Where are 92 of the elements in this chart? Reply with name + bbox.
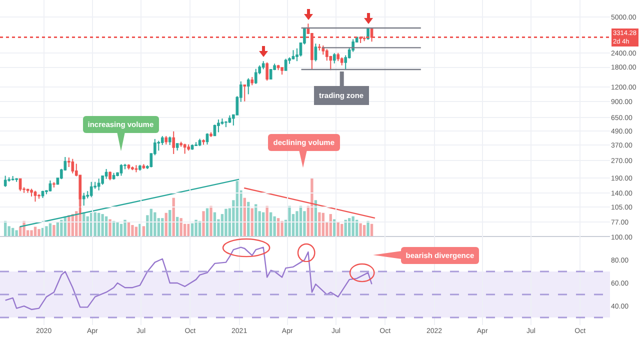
- candlestick: [34, 190, 37, 202]
- candlestick: [97, 178, 100, 191]
- candlestick: [266, 62, 268, 82]
- candlestick: [90, 181, 93, 198]
- bar: [52, 225, 56, 236]
- candlestick: [198, 138, 202, 147]
- candlestick: [206, 132, 209, 146]
- bar: [101, 214, 104, 236]
- bar: [362, 225, 366, 236]
- bar: [56, 222, 60, 236]
- candlestick: [108, 171, 112, 181]
- bar: [131, 225, 134, 236]
- candlestick: [15, 178, 18, 182]
- candlestick: [157, 140, 160, 152]
- candlestick: [332, 52, 336, 64]
- candlestick: [71, 158, 74, 174]
- candlestick: [52, 182, 56, 188]
- candlestick: [246, 78, 250, 95]
- bar: [48, 223, 52, 236]
- bar: [352, 216, 354, 236]
- bar: [124, 220, 126, 236]
- candlestick: [120, 164, 123, 176]
- candlestick: [134, 164, 138, 173]
- candlestick: [194, 142, 198, 146]
- candlestick: [26, 188, 30, 194]
- bar: [250, 208, 254, 236]
- candlestick: [314, 43, 318, 62]
- bar: [45, 226, 48, 236]
- bar: [318, 212, 321, 236]
- candlestick: [202, 138, 205, 146]
- candlestick: [254, 68, 258, 85]
- candlestick: [38, 194, 40, 200]
- candlestick: [340, 56, 344, 66]
- candlestick: [172, 130, 176, 155]
- bar: [127, 222, 130, 236]
- candlestick: [176, 142, 179, 152]
- bar: [60, 220, 63, 236]
- bar: [11, 228, 14, 236]
- bar: [340, 224, 344, 236]
- candlestick: [82, 192, 86, 206]
- bar: [273, 216, 276, 236]
- bar: [210, 206, 212, 236]
- bar: [15, 230, 18, 236]
- candlestick: [276, 64, 280, 71]
- candlestick: [127, 164, 130, 170]
- candlestick: [187, 144, 190, 152]
- bar: [206, 208, 209, 236]
- bar: [366, 220, 370, 236]
- bar: [38, 229, 40, 236]
- candlestick: [183, 143, 186, 154]
- candlestick: [48, 180, 52, 192]
- bar: [150, 208, 152, 236]
- bar: [190, 223, 194, 236]
- candlestick: [138, 164, 142, 172]
- bar: [120, 224, 123, 236]
- bar: [266, 206, 268, 236]
- bar: [224, 208, 228, 236]
- candlestick: [142, 164, 146, 170]
- bar: [310, 178, 314, 236]
- candlestick: [243, 84, 246, 102]
- candlestick: [318, 43, 321, 52]
- bar: [30, 230, 33, 236]
- candlestick: [112, 172, 116, 180]
- candlestick: [228, 114, 232, 124]
- bar: [187, 224, 190, 236]
- bar: [116, 222, 119, 236]
- bar: [22, 220, 26, 236]
- bar: [288, 206, 291, 236]
- candlestick: [336, 52, 340, 62]
- bar: [134, 226, 138, 236]
- bar: [34, 226, 37, 236]
- candlestick: [284, 58, 288, 72]
- candlestick: [210, 132, 212, 138]
- candlestick: [164, 135, 168, 146]
- candlestick: [4, 175, 7, 188]
- bar: [280, 220, 284, 236]
- candlestick: [217, 119, 220, 133]
- bar: [94, 212, 96, 236]
- candlestick: [131, 166, 134, 171]
- candlestick: [280, 66, 284, 76]
- bar: [370, 224, 374, 236]
- candlestick: [168, 136, 172, 146]
- bar: [142, 226, 146, 236]
- bar: [359, 223, 362, 236]
- bar: [168, 210, 172, 236]
- bar: [336, 222, 340, 236]
- bar: [202, 211, 205, 236]
- candlestick: [250, 76, 254, 86]
- bar: [180, 218, 182, 236]
- candlestick: [11, 176, 14, 181]
- bar: [108, 219, 112, 236]
- bar: [194, 220, 198, 236]
